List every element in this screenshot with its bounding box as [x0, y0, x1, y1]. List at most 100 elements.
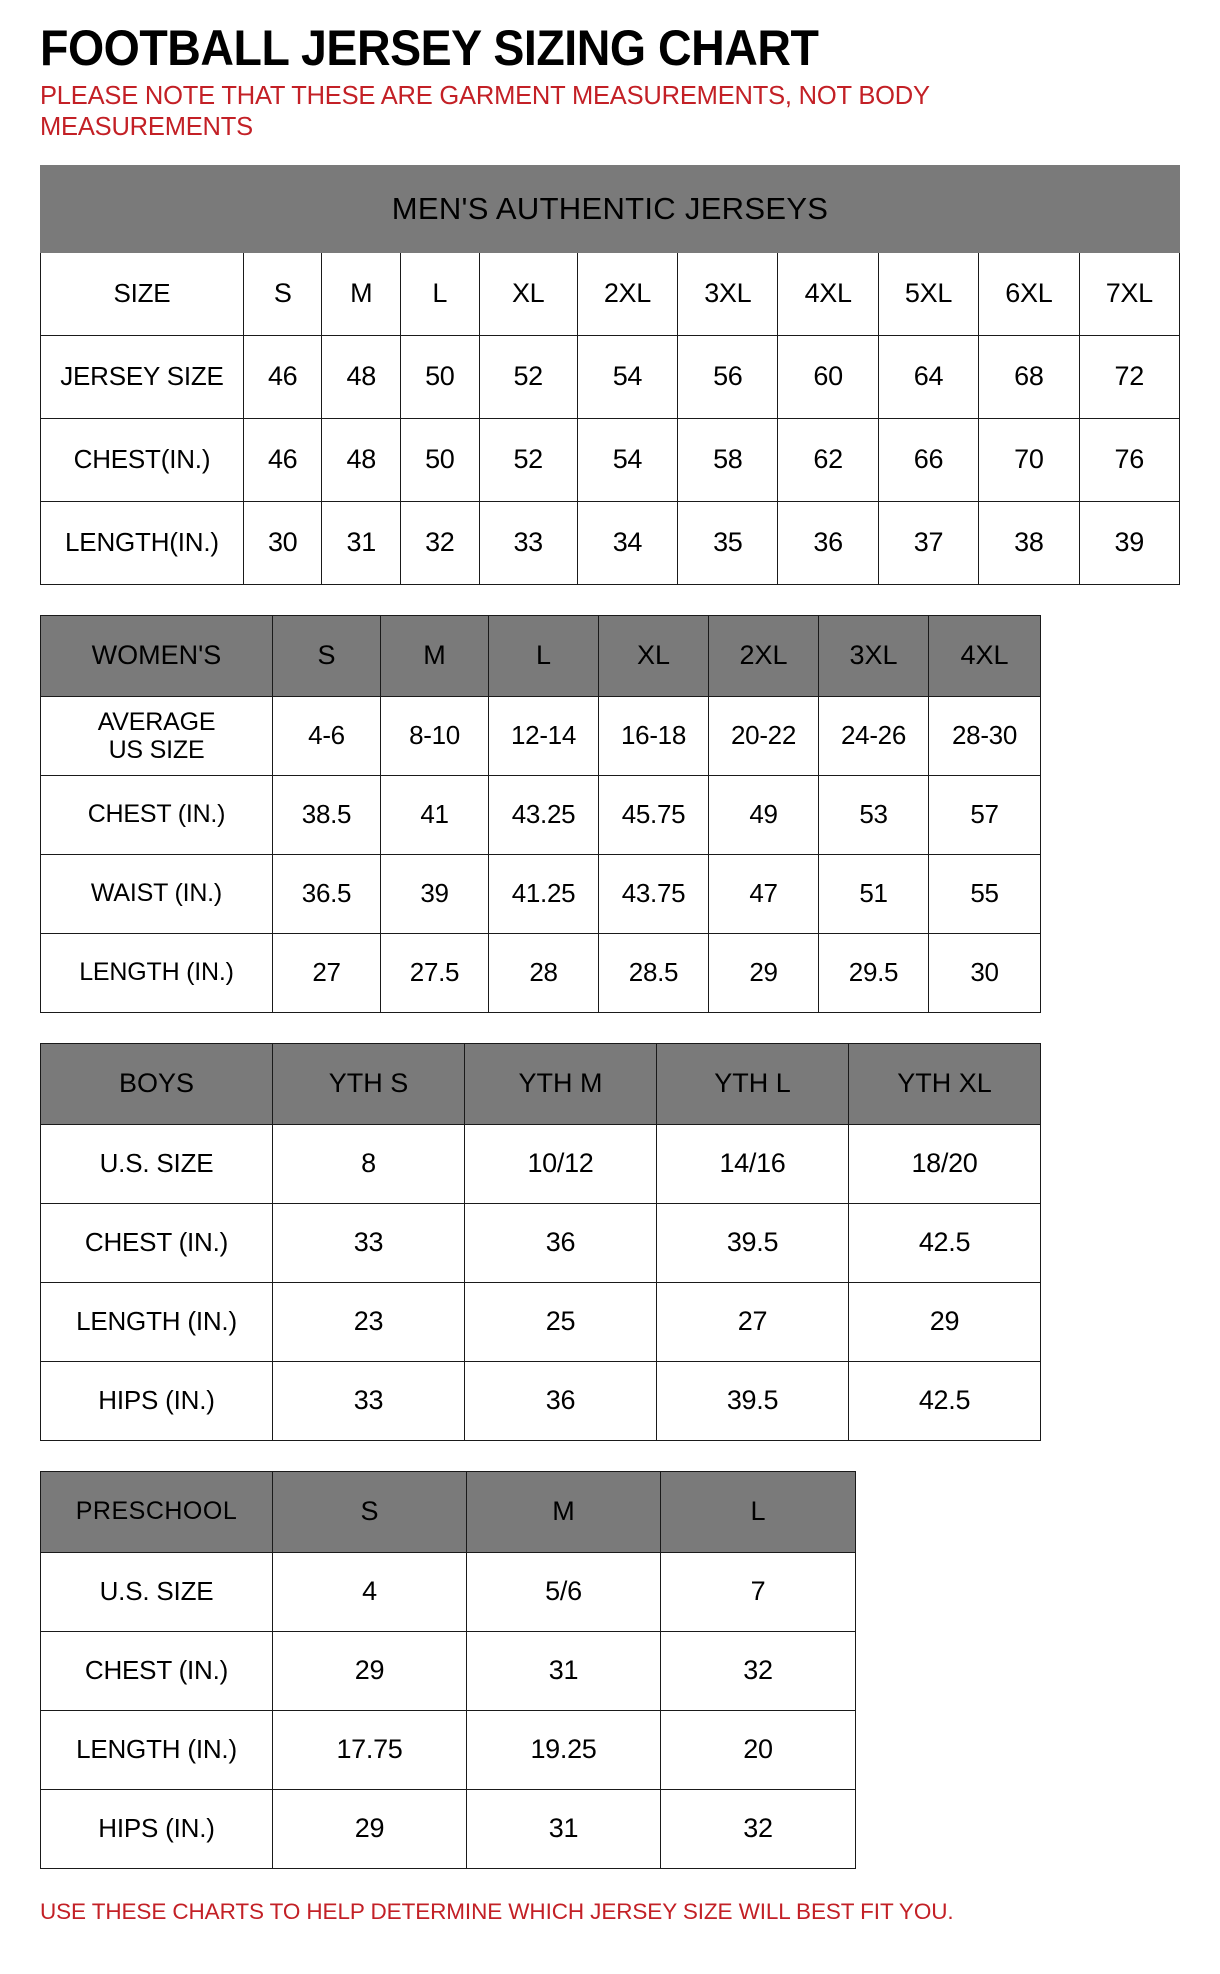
cell: 46: [242, 417, 323, 502]
mens-col-7xl: 7XL: [1078, 251, 1181, 336]
row-label-chest: CHEST (IN.): [40, 1630, 273, 1711]
cell: 66: [877, 417, 980, 502]
table-row: U.S. SIZE 8 10/12 14/16 18/20: [40, 1123, 1041, 1204]
table-row: LENGTH(IN.) 30 31 32 33 34 35 36 37 38 3…: [40, 500, 1181, 585]
cell: 20-22: [708, 695, 819, 776]
cell: 28: [488, 932, 599, 1013]
cell: 28-30: [928, 695, 1041, 776]
cell: 39: [380, 853, 489, 934]
womens-col-s: S: [272, 614, 381, 697]
cell: 30: [242, 500, 323, 585]
cell: 57: [928, 774, 1041, 855]
table-row: CHEST (IN.) 33 36 39.5 42.5: [40, 1202, 1041, 1283]
boys-table-title: BOYS: [40, 1042, 273, 1125]
table-row: CHEST(IN.) 46 48 50 52 54 58 62 66 70 76: [40, 417, 1181, 502]
cell: 43.75: [598, 853, 709, 934]
cell: 68: [978, 334, 1080, 419]
cell: 54: [576, 417, 679, 502]
cell: 4-6: [272, 695, 381, 776]
footer-note: USE THESE CHARTS TO HELP DETERMINE WHICH…: [40, 1898, 954, 1924]
cell: 27: [272, 932, 381, 1013]
cell: 33: [272, 1360, 465, 1441]
cell: 8-10: [380, 695, 489, 776]
row-label-waist: WAIST (IN.): [40, 853, 273, 934]
row-label-chest: CHEST (IN.): [40, 1202, 273, 1283]
womens-col-4xl: 4XL: [928, 614, 1041, 697]
boys-col-yth-l: YTH L: [656, 1042, 849, 1125]
cell: 58: [677, 417, 779, 502]
cell: 64: [877, 334, 980, 419]
cell: 56: [677, 334, 779, 419]
cell: 72: [1078, 334, 1181, 419]
garment-measurement-note: PLEASE NOTE THAT THESE ARE GARMENT MEASU…: [40, 81, 930, 141]
table-header-row: PRESCHOOL S M L: [40, 1470, 856, 1553]
cell: 31: [321, 500, 402, 585]
womens-col-m: M: [380, 614, 489, 697]
cell: 10/12: [464, 1123, 657, 1204]
preschool-col-m: M: [466, 1470, 661, 1553]
preschool-col-l: L: [660, 1470, 856, 1553]
mens-size-header: SIZE: [40, 251, 244, 336]
cell: 24-26: [818, 695, 929, 776]
cell: 16-18: [598, 695, 709, 776]
boys-col-yth-xl: YTH XL: [848, 1042, 1041, 1125]
cell: 19.25: [466, 1709, 661, 1790]
mens-col-5xl: 5XL: [877, 251, 980, 336]
row-label-line-1: AVERAGE: [97, 707, 216, 736]
table-row: LENGTH (IN.) 17.75 19.25 20: [40, 1709, 856, 1790]
womens-sizing-table: WOMEN'S S M L XL 2XL 3XL 4XL AVERAGE US S…: [40, 614, 1041, 1013]
table-row: WAIST (IN.) 36.5 39 41.25 43.75 47 51 55: [40, 853, 1041, 934]
cell: 29: [272, 1788, 467, 1869]
mens-col-m: M: [321, 251, 402, 336]
cell: 53: [818, 774, 929, 855]
row-label-length: LENGTH (IN.): [40, 1709, 273, 1790]
cell: 36: [777, 500, 879, 585]
mens-col-4xl: 4XL: [777, 251, 879, 336]
cell: 28.5: [598, 932, 709, 1013]
table-row: HIPS (IN.) 33 36 39.5 42.5: [40, 1360, 1041, 1441]
mens-col-xl: XL: [478, 251, 578, 336]
cell: 35: [677, 500, 779, 585]
mens-table-title: MEN'S AUTHENTIC JERSEYS: [40, 164, 1180, 253]
womens-col-2xl: 2XL: [708, 614, 819, 697]
row-label-us-size: U.S. SIZE: [40, 1123, 273, 1204]
table-row: AVERAGE US SIZE 4-6 8-10 12-14 16-18 20-2…: [40, 695, 1041, 776]
cell: 39.5: [656, 1360, 849, 1441]
mens-col-6xl: 6XL: [978, 251, 1080, 336]
cell: 70: [978, 417, 1080, 502]
cell: 41: [380, 774, 489, 855]
row-label-average-us-size: AVERAGE US SIZE: [40, 695, 273, 776]
cell: 52: [478, 417, 578, 502]
table-banner-row: MEN'S AUTHENTIC JERSEYS: [40, 164, 1180, 253]
cell: 32: [660, 1630, 856, 1711]
cell: 50: [400, 417, 480, 502]
mens-col-l: L: [400, 251, 480, 336]
cell: 38.5: [272, 774, 381, 855]
cell: 30: [928, 932, 1041, 1013]
boys-col-yth-m: YTH M: [464, 1042, 657, 1125]
cell: 27: [656, 1281, 849, 1362]
cell: 29: [272, 1630, 467, 1711]
boys-col-yth-s: YTH S: [272, 1042, 465, 1125]
page-title: FOOTBALL JERSEY SIZING CHART: [40, 20, 819, 76]
cell: 39.5: [656, 1202, 849, 1283]
table-row: CHEST (IN.) 38.5 41 43.25 45.75 49 53 57: [40, 774, 1041, 855]
cell: 33: [478, 500, 578, 585]
table-header-row: BOYS YTH S YTH M YTH L YTH XL: [40, 1042, 1041, 1125]
cell: 18/20: [848, 1123, 1041, 1204]
cell: 27.5: [380, 932, 489, 1013]
table-row: HIPS (IN.) 29 31 32: [40, 1788, 856, 1869]
table-row: LENGTH (IN.) 27 27.5 28 28.5 29 29.5 30: [40, 932, 1041, 1013]
cell: 36.5: [272, 853, 381, 934]
cell: 32: [660, 1788, 856, 1869]
row-label-chest: CHEST (IN.): [40, 774, 273, 855]
table-header-row: SIZE S M L XL 2XL 3XL 4XL 5XL 6XL 7XL: [40, 251, 1181, 336]
cell: 17.75: [272, 1709, 467, 1790]
cell: 31: [466, 1788, 661, 1869]
cell: 43.25: [488, 774, 599, 855]
table-row: CHEST (IN.) 29 31 32: [40, 1630, 856, 1711]
cell: 12-14: [488, 695, 599, 776]
womens-table-title: WOMEN'S: [40, 614, 273, 697]
mens-col-3xl: 3XL: [677, 251, 779, 336]
